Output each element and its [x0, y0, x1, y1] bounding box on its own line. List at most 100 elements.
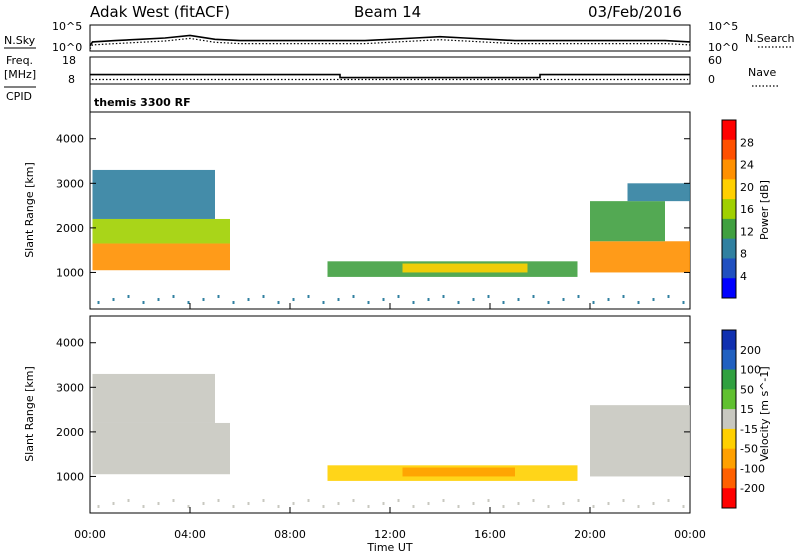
- power-scatter-13: [292, 298, 295, 301]
- power-region-2: [92, 169, 215, 219]
- velocity-region-4: [590, 405, 690, 477]
- velocity-scatter-21: [412, 505, 415, 508]
- power-scatter-5: [172, 295, 175, 298]
- power-scatter-12: [277, 301, 280, 304]
- velocity-scatter-8: [217, 499, 220, 502]
- power-ytick-label-3000: 3000: [56, 177, 84, 190]
- cpid-label: CPID: [6, 90, 32, 103]
- x-tick-label-1: 04:00: [174, 528, 206, 541]
- velocity-scatter-30: [547, 505, 550, 508]
- velocity-scatter-11: [262, 499, 265, 502]
- velocity-scatter-2: [127, 499, 130, 502]
- velocity-colorbar-tick-5: -50: [740, 443, 758, 456]
- velocity-scatter-39: [682, 505, 685, 508]
- power-region-5: [590, 241, 690, 273]
- power-scatter-30: [547, 301, 550, 304]
- noise-series: [89, 34, 691, 50]
- power-ytick-label-1000: 1000: [56, 266, 84, 279]
- nsearch-label: N.Search: [745, 32, 795, 45]
- power-colorbar-tick-4: 12: [740, 225, 754, 238]
- velocity-colorbar-frame: [721, 329, 737, 509]
- velocity-scatter-23: [442, 499, 445, 502]
- freq-ytick-right-high: 60: [708, 54, 722, 67]
- power-scatter-11: [262, 295, 265, 298]
- power-scatter-7: [202, 298, 205, 301]
- cpid-value: themis 3300 RF: [94, 96, 191, 109]
- x-tick-label-4: 16:00: [474, 528, 506, 541]
- velocity-scatter-19: [382, 502, 385, 505]
- velocity-scatter-24: [457, 505, 460, 508]
- power-region-7: [627, 183, 690, 202]
- x-axis: 00:00 04:00 08:00 12:00 16:00 20:00 00:00: [74, 303, 706, 541]
- x-tick-label-6: 00:00: [674, 528, 706, 541]
- velocity-scatter-29: [532, 499, 535, 502]
- power-scatter-39: [682, 301, 685, 304]
- power-scatter-24: [457, 301, 460, 304]
- freq-ytick-left-high: 18: [62, 54, 76, 67]
- power-scatter-14: [307, 295, 310, 298]
- velocity-colorbar-tick-6: -100: [740, 462, 765, 475]
- power-colorbar-tick-5: 8: [740, 248, 747, 261]
- velocity-ytick-label-1000: 1000: [56, 470, 84, 483]
- noise-ytick-left-low: 10^0: [52, 41, 82, 54]
- power-scatter-29: [532, 295, 535, 298]
- velocity-colorbar-swatch-2: [722, 369, 736, 390]
- power-colorbar-swatch-3: [722, 179, 736, 200]
- noise-ytick-left-high: 10^5: [52, 20, 82, 33]
- velocity-colorbar-swatch-1: [722, 349, 736, 371]
- velocity-colorbar-swatch-6: [722, 448, 736, 469]
- velocity-colorbar-tick-3: 15: [740, 403, 754, 416]
- velocity-yticks: 1000 2000 3000 4000: [56, 337, 690, 483]
- velocity-scatter-27: [502, 505, 505, 508]
- velocity-ylabel: Slant Range [km]: [23, 366, 36, 462]
- power-scatter-0: [97, 301, 100, 304]
- power-colorbar-swatch-2: [722, 159, 736, 180]
- velocity-scatter-7: [202, 502, 205, 505]
- freq-ytick-left-low: 8: [68, 73, 75, 86]
- velocity-colorbar-swatch-3: [722, 389, 736, 410]
- frequency-series: [90, 73, 690, 81]
- velocity-scatter-6: [187, 505, 190, 508]
- power-colorbar-frame: [721, 119, 737, 299]
- power-ylabel: Slant Range [km]: [23, 162, 36, 258]
- power-data-layer: [92, 169, 690, 304]
- velocity-scatter-10: [247, 502, 250, 505]
- velocity-colorbar-swatch-5: [722, 428, 736, 450]
- power-scatter-26: [487, 295, 490, 298]
- power-scatter-15: [322, 301, 325, 304]
- power-colorbar-label: Power [dB]: [758, 180, 771, 240]
- velocity-scatter-9: [232, 505, 235, 508]
- x-tick-label-0: 00:00: [74, 528, 106, 541]
- velocity-scatter-12: [277, 505, 280, 508]
- power-scatter-3: [142, 301, 145, 304]
- velocity-scatter-3: [142, 505, 145, 508]
- power-scatter-33: [592, 301, 595, 304]
- power-ytick-label-4000: 4000: [56, 133, 84, 146]
- power-scatter-2: [127, 295, 130, 298]
- power-scatter-34: [607, 298, 610, 301]
- velocity-ytick-label-2000: 2000: [56, 426, 84, 439]
- velocity-scatter-32: [577, 499, 580, 502]
- power-scatter-22: [427, 298, 430, 301]
- velocity-scatter-34: [607, 502, 610, 505]
- power-region-0: [92, 243, 230, 271]
- freq-ytick-right-low: 0: [708, 73, 715, 86]
- power-colorbar-swatch-5: [722, 218, 736, 240]
- power-colorbar: 28 24 20 16 12 8 4: [721, 119, 754, 299]
- velocity-scatter-5: [172, 499, 175, 502]
- power-region-1: [92, 218, 230, 244]
- velocity-scatter-31: [562, 502, 565, 505]
- velocity-scatter-36: [637, 505, 640, 508]
- velocity-region-0: [92, 422, 230, 475]
- nsky-label: N.Sky: [4, 34, 36, 47]
- velocity-colorbar-label: Velocity [m s^-1]: [758, 366, 771, 461]
- velocity-scatter-17: [352, 499, 355, 502]
- power-scatter-37: [652, 298, 655, 301]
- velocity-scatter-16: [337, 502, 340, 505]
- power-scatter-10: [247, 298, 250, 301]
- velocity-scatter-25: [472, 502, 475, 505]
- power-scatter-1: [112, 298, 115, 301]
- freq-unit-label: [MHz]: [4, 68, 36, 81]
- power-scatter-28: [517, 298, 520, 301]
- date-title: 03/Feb/2016: [588, 3, 682, 21]
